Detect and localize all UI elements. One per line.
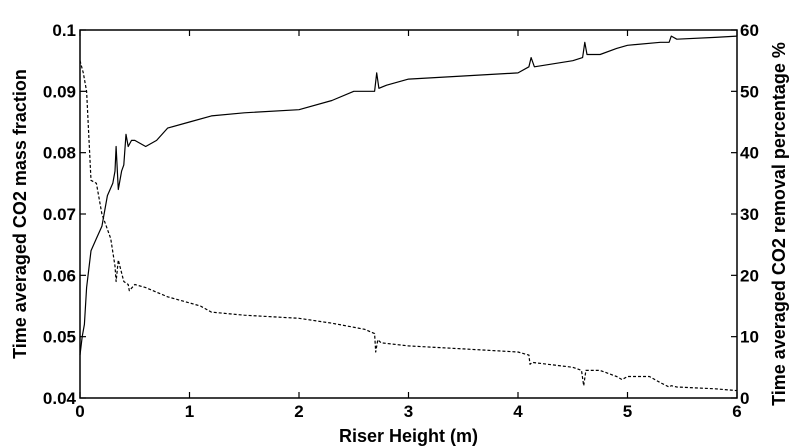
y-left-tick-label: 0.08 xyxy=(43,144,76,163)
y-right-tick-label: 10 xyxy=(740,328,759,347)
x-tick-label: 1 xyxy=(185,402,194,421)
y-left-tick-label: 0.1 xyxy=(52,21,76,40)
y-right-tick-label: 60 xyxy=(740,21,759,40)
co2-mass-fraction-line xyxy=(79,60,738,392)
y-right-tick-label: 30 xyxy=(740,205,759,224)
y-axis-right-label: Time averaged CO2 removal percentage % xyxy=(769,42,789,406)
y-left-tick-label: 0.07 xyxy=(43,205,76,224)
y-left-tick-label: 0.06 xyxy=(43,266,76,285)
y-right-tick-label: 40 xyxy=(740,144,759,163)
x-tick-label: 5 xyxy=(623,402,632,421)
co2-removal-percentage-line xyxy=(79,35,738,356)
y-right-tick-label: 50 xyxy=(740,82,759,101)
x-tick-label: 4 xyxy=(513,402,523,421)
x-tick-label: 2 xyxy=(294,402,303,421)
y-left-tick-label: 0.09 xyxy=(43,82,76,101)
plot-frame xyxy=(79,29,738,399)
x-tick-label: 0 xyxy=(75,402,84,421)
x-axis-label: Riser Height (m) xyxy=(339,426,478,446)
y-right-tick-label: 0 xyxy=(740,389,749,408)
y-left-tick-label: 0.04 xyxy=(43,389,77,408)
x-tick-label: 3 xyxy=(404,402,413,421)
tick-layer: 0 1 2 3 4 5 6 0.04 0.05 0.06 0.07 0.08 0.09 0.1 0 10 20 3… xyxy=(43,21,759,421)
y-left-tick-label: 0.05 xyxy=(43,328,76,347)
y-right-tick-label: 20 xyxy=(740,266,759,285)
series-layer xyxy=(79,35,738,392)
x-tick-label: 6 xyxy=(732,402,741,421)
y-axis-left-label: Time averaged CO2 mass fraction xyxy=(10,69,30,359)
